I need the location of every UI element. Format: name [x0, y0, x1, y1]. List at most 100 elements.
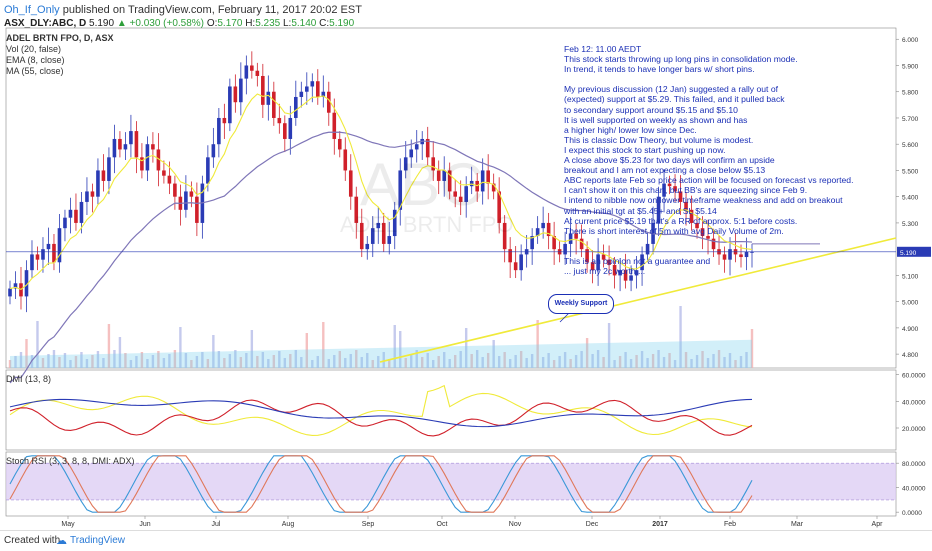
volume-bar [508, 359, 512, 368]
volume-bar [448, 359, 451, 368]
volume-bar [552, 360, 556, 368]
tradingview-link[interactable]: TradingView [70, 535, 126, 546]
candle-body [431, 157, 436, 171]
legend-stoch[interactable]: Stoch RSI (3, 3, 8, 8, DMI: ADX) [6, 456, 135, 466]
volume-bar [464, 328, 468, 368]
volume-bar [300, 357, 303, 368]
month-tick-label: May [61, 521, 75, 528]
candle-body [343, 149, 348, 171]
volume-bar [151, 355, 155, 368]
price-tick-label: 5.800 [902, 90, 919, 97]
volume-bar [289, 354, 292, 368]
volume-bar [410, 354, 413, 368]
candle-body [167, 175, 172, 184]
volume-bar [63, 353, 67, 368]
volume-bar [371, 360, 374, 368]
candle-body [96, 170, 100, 197]
candle-body [711, 238, 716, 250]
volume-bar [41, 358, 45, 368]
volume-bar [96, 351, 100, 368]
volume-bar [536, 320, 539, 368]
candle-body [728, 249, 732, 260]
volume-bar [349, 354, 352, 368]
candle-body [656, 196, 661, 223]
candle-body [277, 117, 282, 124]
volume-bar [256, 356, 259, 368]
volume-bar [415, 350, 418, 368]
candle-body [491, 183, 496, 192]
author-link[interactable]: Oh_If_Only [4, 4, 60, 16]
volume-bar [558, 356, 561, 368]
month-tick-label: Apr [872, 521, 884, 528]
volume-bar [690, 359, 693, 368]
candle-body [74, 209, 78, 223]
candle-body [458, 196, 463, 202]
legend-ema[interactable]: EMA (8, close) [6, 55, 65, 65]
candle-body [370, 228, 375, 244]
month-tick-label: 2017 [652, 521, 668, 528]
price-tick-label: 4.800 [902, 352, 919, 359]
stoch-band [6, 463, 896, 500]
volume-bar [245, 353, 248, 368]
volume-bar [591, 354, 594, 368]
candle-body [678, 191, 683, 202]
candle-body [695, 222, 699, 229]
volume-bar [52, 350, 56, 368]
candle-body [502, 222, 507, 250]
volume-bar [250, 330, 254, 368]
volume-bar [651, 354, 655, 368]
candle-body [46, 243, 51, 250]
volume-bar [723, 357, 726, 368]
month-tick-label: Mar [791, 521, 804, 528]
ohlc-high: 5.235 [255, 18, 281, 29]
volume-bar [734, 360, 737, 368]
candle-body [233, 86, 238, 103]
volume-bar [497, 356, 501, 368]
volume-bar [140, 352, 144, 368]
candle-body [486, 170, 490, 184]
price-tick-label: 5.600 [902, 142, 919, 149]
volume-bar [74, 356, 78, 368]
dmi-tick-label: 20.0000 [902, 426, 926, 433]
volume-bar [201, 352, 204, 368]
symbol-watermark: ABC [360, 151, 484, 218]
stoch-tick-label: 0.0000 [902, 510, 922, 517]
stoch-tick-label: 80.0000 [902, 461, 926, 468]
candle-body [326, 91, 331, 113]
candle-body [623, 270, 628, 281]
candle-body [189, 191, 194, 197]
volume-bar [530, 354, 534, 368]
legend-vol[interactable]: Vol (20, false) [6, 44, 62, 54]
volume-bar [366, 353, 369, 368]
volume-bar [481, 357, 484, 368]
last-price-tag [897, 246, 931, 257]
candle-body [497, 191, 501, 223]
price-tick-label: 5.400 [902, 195, 919, 202]
volume-bar [393, 325, 396, 368]
price-tick-label: 5.700 [902, 116, 919, 123]
volume-bar [547, 353, 550, 368]
legend-dmi[interactable]: DMI (13, 8) [6, 374, 52, 384]
candle-body [601, 254, 606, 260]
volume-bar [668, 353, 671, 368]
candle-body [552, 236, 556, 250]
ohlc-close-label: C: [319, 18, 330, 29]
candle-body [618, 270, 622, 276]
candle-body [112, 138, 117, 158]
candle-body [162, 170, 166, 176]
candle-body [684, 201, 688, 210]
volume-bar [657, 350, 660, 368]
candle-body [305, 86, 309, 92]
volume-bar [344, 358, 347, 368]
candle-body [173, 183, 177, 197]
candle-body [129, 131, 133, 145]
candle-body [266, 91, 271, 105]
volume-bar [503, 352, 506, 368]
legend-ma[interactable]: MA (55, close) [6, 66, 64, 76]
volume-bar [234, 350, 237, 368]
ohlc-low: 5.140 [291, 18, 317, 29]
volume-bar [399, 331, 402, 368]
volume-bar [459, 351, 462, 368]
symbol-name: ASX_DLY:ABC, D [4, 18, 87, 29]
